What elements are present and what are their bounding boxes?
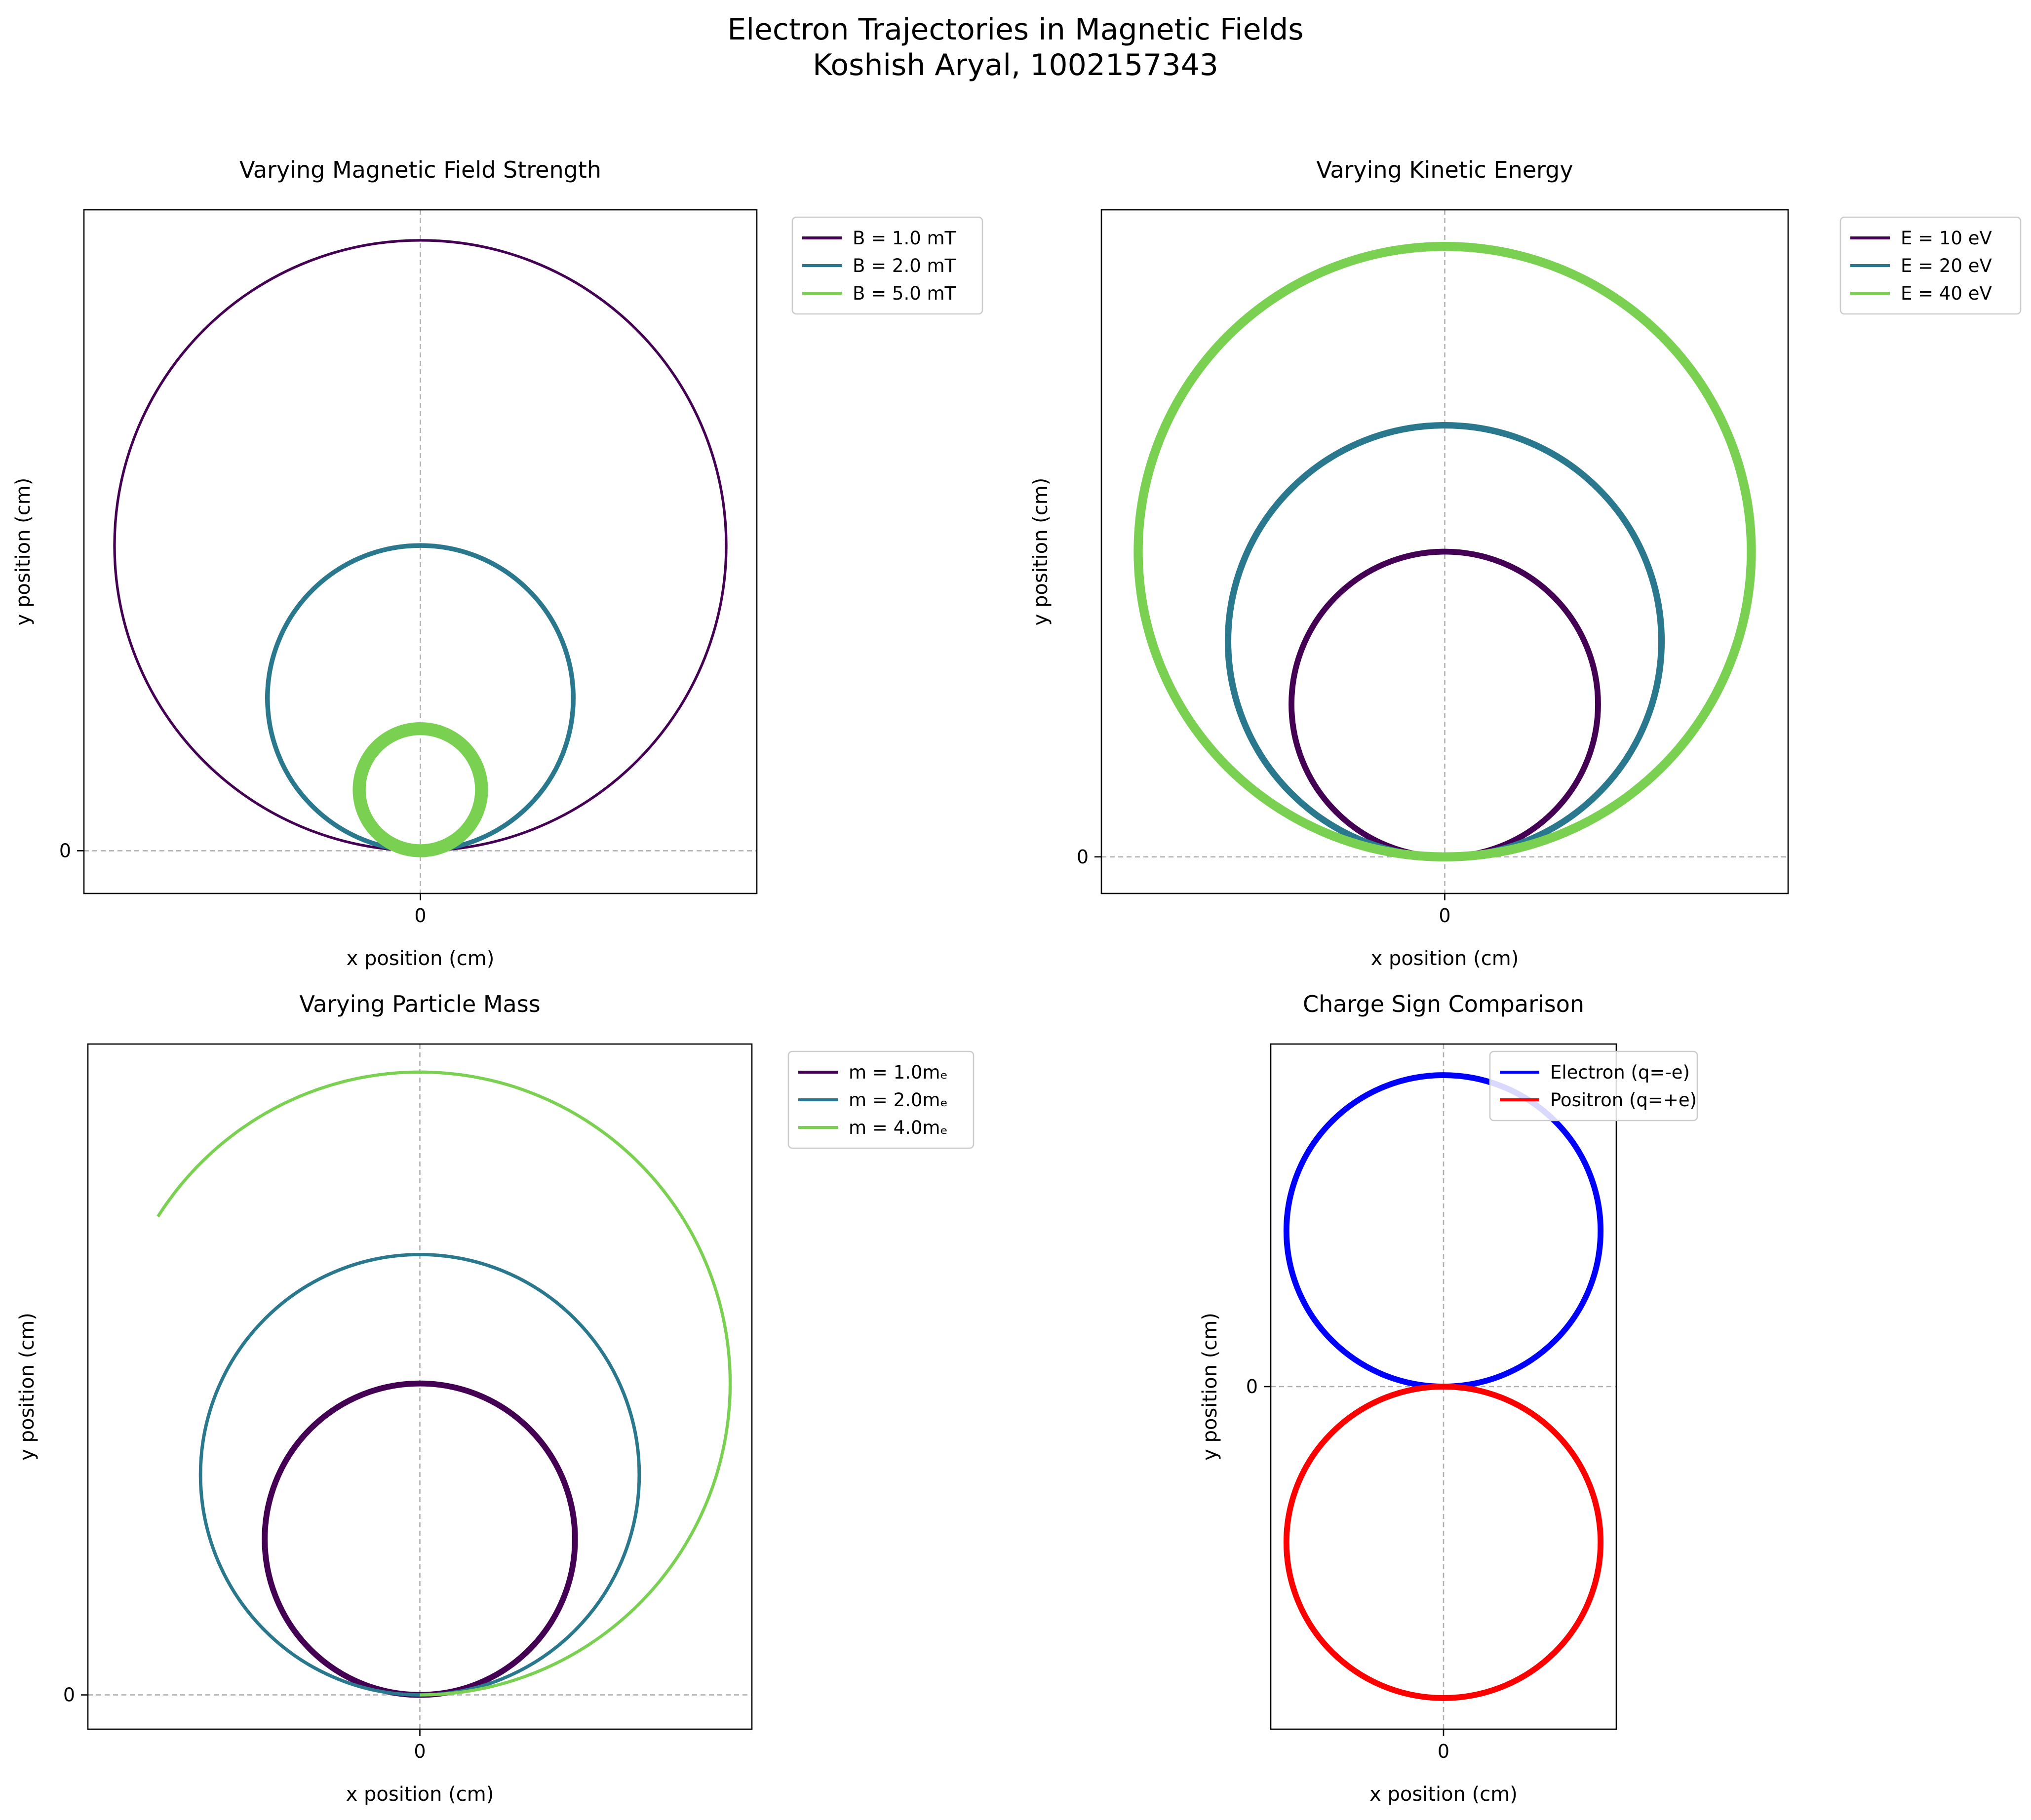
x-tick-label: 0 <box>414 1741 426 1762</box>
legend: E = 10 eV E = 20 eV E = 40 eV <box>1839 216 2022 315</box>
legend-label: Electron (q=-e) <box>1550 1062 1690 1083</box>
x-tick-label: 0 <box>414 905 426 927</box>
legend-box <box>1839 216 2022 315</box>
subplot-1: 0 0 Varying Magnetic Field Strength x posit… <box>12 156 983 970</box>
legend-label: m = 4.0mₑ <box>849 1117 948 1138</box>
legend: Electron (q=-e) Positron (q=+e) <box>1489 1050 1698 1122</box>
subplot-2: 0 0 Varying Kinetic Energy x position (cm) y… <box>1029 156 2022 970</box>
x-tick-label: 0 <box>1439 905 1450 927</box>
series-group <box>113 239 728 857</box>
legend: B = 1.0 mT B = 2.0 mT B = 5.0 mT <box>791 216 983 315</box>
series-line-3 <box>156 1070 732 1697</box>
figure-title: Electron Trajectories in Magnetic Fields <box>727 12 1303 47</box>
y-tick-label: 0 <box>1246 1376 1258 1397</box>
y-tick-label: 0 <box>1077 846 1089 868</box>
legend-label: E = 20 eV <box>1901 255 1992 276</box>
y-axis-label: y position (cm) <box>1199 1313 1221 1461</box>
legend-label: B = 1.0 mT <box>853 228 956 249</box>
subplot-title: Varying Particle Mass <box>299 991 540 1017</box>
subplot-title: Varying Kinetic Energy <box>1316 156 1573 183</box>
figure-subtitle: Koshish Aryal, 1002157343 <box>813 48 1218 82</box>
x-axis-label: x position (cm) <box>347 947 495 970</box>
legend-label: E = 10 eV <box>1901 228 1992 249</box>
legend-box <box>787 1050 975 1149</box>
subplot-title: Charge Sign Comparison <box>1303 991 1584 1017</box>
legend-label: m = 2.0mₑ <box>849 1089 948 1111</box>
x-axis-label: x position (cm) <box>346 1783 494 1806</box>
subplot-4: 0 0 Charge Sign Comparison x position (cm) y… <box>1199 991 1698 1806</box>
subplot-title: Varying Magnetic Field Strength <box>239 156 601 183</box>
legend-label: B = 5.0 mT <box>853 283 956 304</box>
subplots: 0 0 Varying Magnetic Field Strength x posit… <box>12 156 2022 1806</box>
series-group <box>1133 241 1756 862</box>
y-tick-label: 0 <box>59 840 71 861</box>
y-axis-label: y position (cm) <box>16 1313 39 1461</box>
y-tick-label: 0 <box>63 1684 75 1706</box>
y-axis-label: y position (cm) <box>12 478 35 626</box>
legend-label: B = 2.0 mT <box>853 255 956 276</box>
x-axis-label: x position (cm) <box>1371 947 1519 970</box>
series-group <box>156 1070 732 1698</box>
series-line-2 <box>1283 1384 1604 1701</box>
legend-label: Positron (q=+e) <box>1550 1089 1697 1111</box>
series-line-3 <box>352 722 488 857</box>
x-axis-label: x position (cm) <box>1369 1783 1518 1806</box>
legend-label: E = 40 eV <box>1901 283 1992 304</box>
legend-label: m = 1.0mₑ <box>849 1062 948 1083</box>
series-group <box>1283 1072 1604 1701</box>
x-tick-label: 0 <box>1438 1741 1449 1762</box>
series-line-3 <box>1133 241 1756 862</box>
y-axis-label: y position (cm) <box>1029 478 1052 626</box>
legend-box <box>1489 1050 1698 1122</box>
legend-box <box>791 216 983 315</box>
subplot-3: 0 0 Varying Particle Mass x position (cm) y … <box>16 991 975 1806</box>
legend: m = 1.0mₑ m = 2.0mₑ m = 4.0mₑ <box>787 1050 975 1149</box>
